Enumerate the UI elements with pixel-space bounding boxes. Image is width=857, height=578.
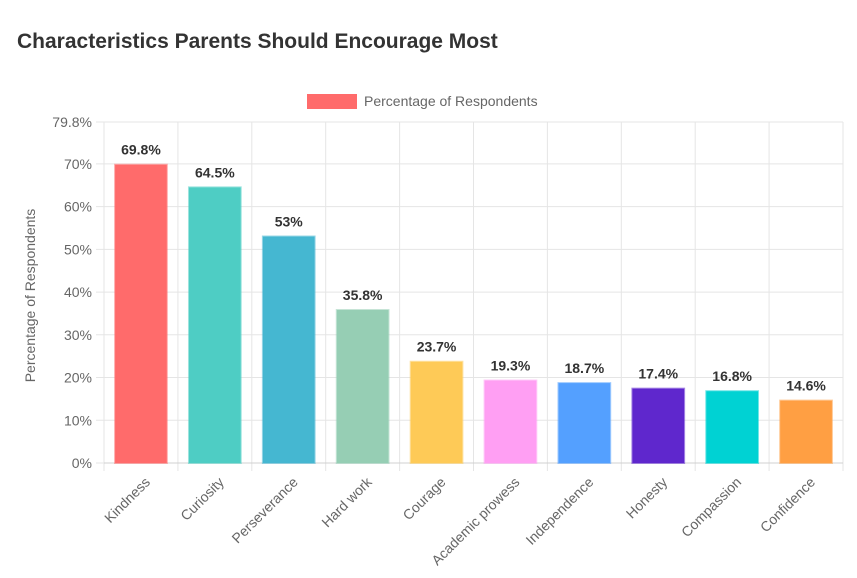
- bar-confidence[interactable]: [779, 399, 833, 465]
- y-axis-title: Percentage of Respondents: [22, 209, 38, 383]
- bar-kindness[interactable]: [114, 163, 168, 464]
- y-tick-label: 10%: [64, 412, 92, 428]
- x-tick-label: Independence: [522, 474, 596, 548]
- bar-compassion[interactable]: [705, 390, 760, 465]
- x-tick-label: Compassion: [678, 474, 744, 540]
- bar-academic-prowess[interactable]: [483, 379, 538, 464]
- bar-independence[interactable]: [557, 382, 612, 465]
- x-tick-label: Confidence: [757, 474, 819, 536]
- chart-title: Characteristics Parents Should Encourage…: [17, 30, 498, 53]
- y-tick-label: 0%: [72, 455, 92, 471]
- bar-courage[interactable]: [409, 360, 464, 464]
- bar-data-label: 69.8%: [121, 142, 161, 158]
- legend-label[interactable]: Percentage of Respondents: [364, 93, 538, 109]
- bar-data-label: 35.8%: [343, 287, 383, 303]
- bar-data-label: 23.7%: [417, 339, 457, 355]
- x-tick-label: Perseverance: [228, 474, 301, 547]
- y-tick-label: 20%: [64, 370, 92, 386]
- bar-curiosity[interactable]: [187, 186, 242, 464]
- bar-data-label: 14.6%: [786, 378, 826, 394]
- bar-data-label: 17.4%: [638, 366, 678, 382]
- y-tick-label: 40%: [64, 284, 92, 300]
- y-tick-label: 50%: [64, 241, 92, 257]
- bar-perseverance[interactable]: [261, 235, 316, 464]
- bar-data-label: 18.7%: [564, 360, 604, 376]
- y-tick-label: 30%: [64, 327, 92, 343]
- bar-data-label: 53%: [275, 214, 304, 230]
- x-tick-label: Kindness: [101, 474, 153, 526]
- bar-data-label: 64.5%: [195, 164, 235, 180]
- x-tick-label: Honesty: [623, 474, 671, 522]
- x-tick-label: Hard work: [318, 473, 375, 530]
- x-tick-label: Curiosity: [177, 474, 227, 524]
- bar-data-label: 16.8%: [712, 368, 752, 384]
- bar-honesty[interactable]: [631, 387, 686, 464]
- y-tick-label: 70%: [64, 156, 92, 172]
- legend-swatch[interactable]: [307, 94, 357, 109]
- y-tick-label: 79.8%: [52, 114, 92, 130]
- bar-data-label: 19.3%: [491, 358, 531, 374]
- y-tick-label: 60%: [64, 199, 92, 215]
- legend: Percentage of Respondents: [307, 93, 538, 109]
- bar-hard-work[interactable]: [335, 309, 390, 464]
- x-tick-label: Courage: [399, 474, 448, 523]
